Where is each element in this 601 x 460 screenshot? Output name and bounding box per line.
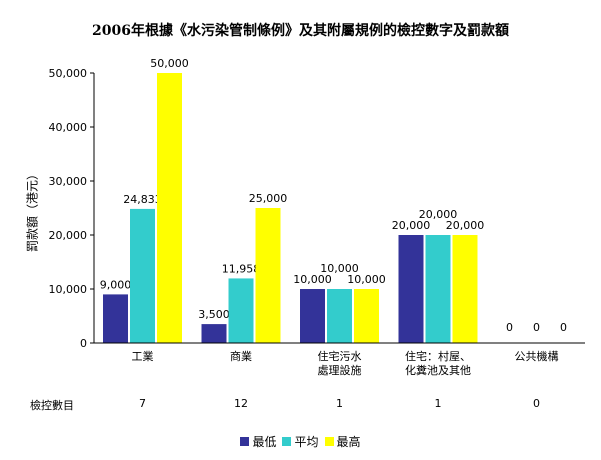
legend-item: 平均 [282,433,319,450]
legend-label: 平均 [294,435,319,449]
data-label: 24,833 [123,193,162,206]
x-category-label: 商業 [230,350,252,363]
x-category-label: 公共機構 [514,350,559,363]
data-label: 20,000 [446,219,485,232]
data-label: 9,000 [100,278,132,291]
chart-title: 2006年根據《水污染管制條例》及其附屬規例的檢控數字及罰款額 [92,23,509,39]
bar-最低 [300,289,325,343]
legend-label: 最低 [252,435,277,449]
bar-平均 [327,289,352,343]
legend-item: 最低 [240,433,276,450]
y-tick-label: 0 [80,337,87,350]
y-tick-label: 30,000 [49,175,88,188]
legend: 最低 平均 最高 [0,433,601,450]
prosecution-count: 1 [336,397,343,410]
bar-最低 [398,235,424,343]
data-label: 0 [560,321,567,334]
data-label: 11,958 [222,262,261,275]
prosecution-count: 7 [139,397,146,410]
data-label: 25,000 [249,192,288,205]
y-tick-label: 40,000 [49,121,88,134]
data-label: 0 [533,321,540,334]
data-label: 20,000 [419,208,458,221]
y-tick-label: 10,000 [49,283,88,296]
bar-最高 [354,289,379,343]
bar-平均 [425,235,451,343]
prosecution-count: 1 [434,397,442,410]
prosecution-count: 0 [533,397,540,410]
bar-最高 [452,235,478,343]
data-label: 0 [506,321,513,334]
bar-最低 [103,294,128,343]
legend-label: 最高 [336,435,361,449]
data-label: 3,500 [198,308,230,321]
data-label: 10,000 [293,273,332,286]
bar-平均 [228,278,254,343]
prosecution-count: 12 [234,397,248,410]
bar-最高 [255,208,281,343]
legend-swatch [240,437,250,446]
bar-平均 [130,208,155,343]
legend-swatch [282,437,292,446]
bar-最低 [201,324,227,343]
y-tick-label: 20,000 [49,229,88,242]
y-tick-label: 50,000 [49,67,88,80]
bar-最高 [157,73,182,343]
x-category-label: 住宅污水 處理設施 [317,350,362,377]
data-label: 10,000 [347,273,386,286]
table-row-label: 檢控數目 [30,399,74,412]
legend-item: 最高 [324,433,361,450]
x-category-label: 工業 [131,350,154,363]
legend-swatch [324,437,334,446]
x-category-label: 住宅：村屋、 化糞池及其他 [405,350,471,377]
data-label: 50,000 [150,57,189,70]
data-label: 20,000 [392,219,431,232]
data-label: 10,000 [320,262,359,275]
